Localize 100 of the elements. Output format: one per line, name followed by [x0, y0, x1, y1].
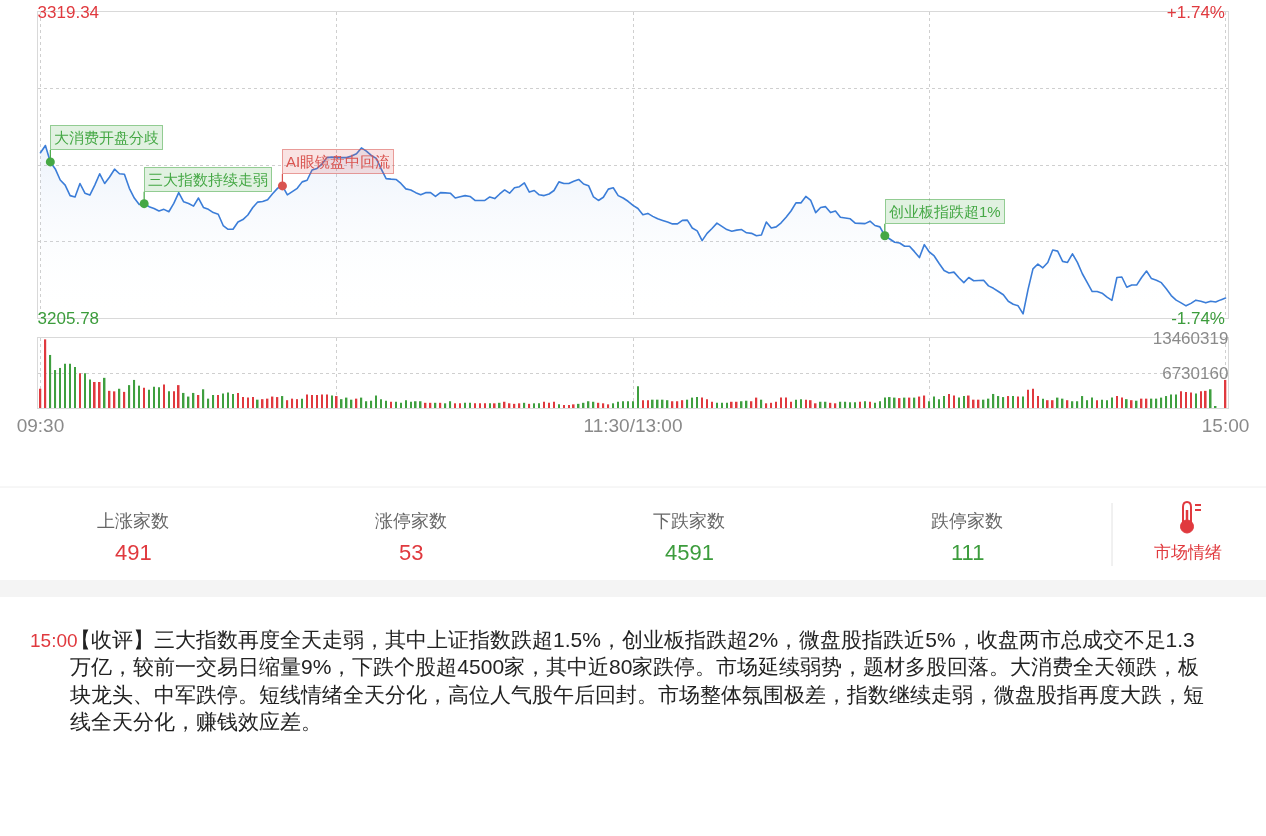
bar	[637, 386, 639, 408]
bar	[237, 392, 239, 408]
bar	[1200, 391, 1202, 408]
bar	[671, 401, 674, 408]
bar	[706, 399, 708, 408]
bar	[874, 402, 876, 408]
bar	[805, 399, 807, 408]
bar	[972, 399, 975, 408]
bar	[1101, 399, 1103, 408]
bar	[89, 379, 91, 408]
bar	[1175, 394, 1177, 408]
bar	[1125, 399, 1128, 408]
bar	[1190, 392, 1192, 408]
bar	[1032, 388, 1034, 408]
bar	[1091, 397, 1093, 408]
bar	[158, 387, 160, 408]
bar	[301, 398, 303, 408]
bar	[572, 404, 575, 408]
bar	[1106, 400, 1108, 408]
bar	[64, 363, 66, 408]
bar	[538, 403, 540, 408]
bar	[232, 393, 234, 408]
bar	[933, 396, 935, 408]
bar	[928, 401, 931, 408]
bar	[59, 367, 62, 408]
bar	[1155, 398, 1158, 408]
bar	[1195, 393, 1197, 408]
bar	[642, 400, 644, 408]
bar	[281, 396, 284, 408]
bar	[568, 404, 570, 408]
bar	[163, 384, 165, 408]
bar	[508, 403, 511, 408]
bar	[726, 402, 728, 408]
bar	[780, 397, 782, 408]
bar	[242, 397, 244, 408]
bar	[385, 400, 387, 408]
bar	[1046, 400, 1049, 408]
bar	[44, 339, 47, 408]
bar	[444, 403, 447, 408]
bar	[854, 402, 856, 408]
point	[45, 157, 55, 167]
bar	[770, 402, 773, 408]
bar	[1037, 396, 1039, 408]
category-label: 下跌家数	[653, 511, 725, 531]
bar	[1121, 397, 1123, 408]
text: 15:00	[30, 630, 78, 651]
bar	[884, 397, 886, 408]
bar	[1017, 396, 1019, 408]
bar	[1209, 389, 1212, 408]
bar	[98, 382, 101, 408]
bar	[651, 399, 654, 408]
bar	[869, 401, 871, 408]
bar	[321, 394, 323, 408]
bar	[414, 401, 417, 408]
bar	[222, 393, 224, 408]
bar	[963, 396, 965, 408]
bar	[849, 402, 852, 408]
bar	[1180, 391, 1182, 408]
bar	[632, 401, 634, 408]
bar	[410, 401, 412, 408]
bar	[563, 404, 565, 408]
bar	[785, 397, 787, 408]
bar	[390, 401, 392, 408]
bar	[967, 395, 970, 408]
bar	[617, 401, 619, 408]
bar	[469, 402, 471, 408]
bar	[1071, 401, 1074, 408]
bar	[958, 397, 960, 408]
bar	[326, 394, 328, 408]
bar	[370, 400, 373, 408]
category-label: 上涨家数	[97, 511, 169, 531]
bar	[296, 399, 299, 408]
bar	[864, 401, 866, 408]
bar	[143, 387, 145, 408]
bar	[533, 403, 536, 408]
bar	[227, 392, 229, 408]
data-label: 491	[115, 540, 152, 565]
x-tick-label: 09:30	[16, 414, 65, 436]
bar	[54, 370, 57, 408]
bar	[459, 403, 461, 408]
category-label: 涨停家数	[375, 511, 447, 531]
bar	[316, 395, 318, 408]
bar	[1170, 394, 1173, 408]
bar	[691, 397, 694, 408]
y-tick-label: 6730160	[1162, 363, 1229, 383]
bar	[923, 395, 926, 408]
bar	[943, 396, 945, 408]
bar	[1081, 396, 1084, 408]
bar	[548, 402, 550, 408]
bar	[311, 395, 313, 408]
bar	[1165, 396, 1168, 408]
bar	[834, 403, 837, 408]
category-label: 跌停家数	[931, 511, 1003, 531]
bar	[69, 363, 71, 408]
bar	[123, 391, 126, 408]
bar	[602, 403, 605, 408]
bar	[721, 402, 723, 408]
bar	[331, 395, 333, 408]
bar	[84, 373, 86, 408]
bar	[474, 403, 476, 408]
